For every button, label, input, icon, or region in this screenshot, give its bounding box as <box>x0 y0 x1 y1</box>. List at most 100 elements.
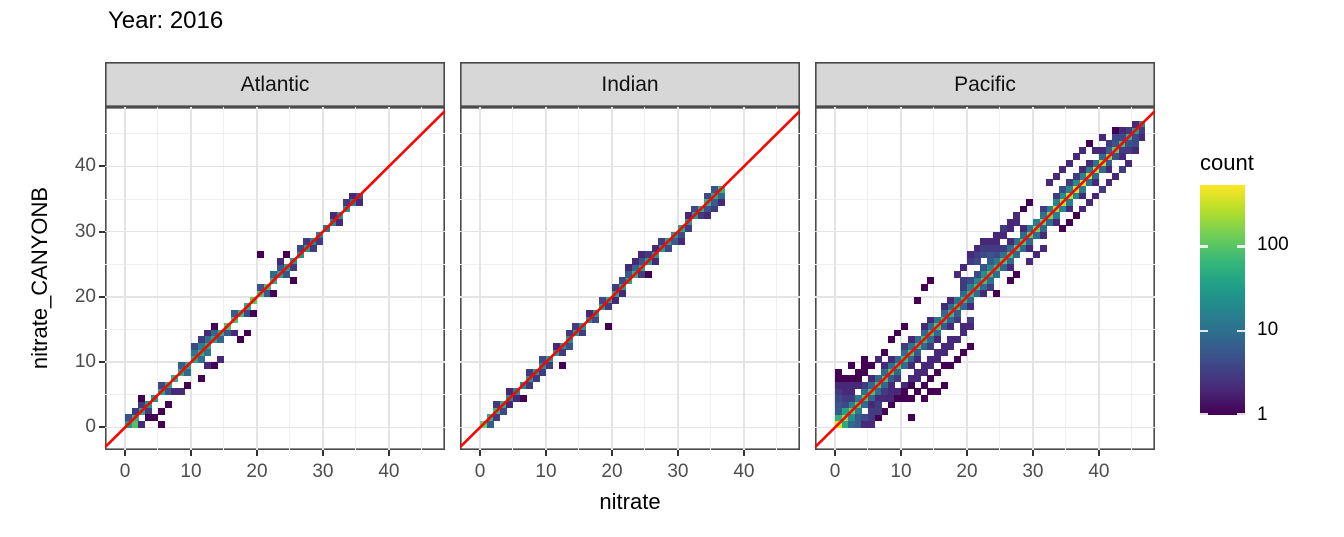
bin-tile <box>296 244 304 252</box>
bin-tile <box>559 362 567 370</box>
bin-tile <box>1059 185 1067 193</box>
grid-minor-h <box>460 198 800 200</box>
grid-minor-h <box>815 198 1155 200</box>
x-axis-tick <box>387 450 390 456</box>
bin-tile <box>966 303 974 311</box>
bin-tile <box>834 401 842 409</box>
bin-tile <box>638 257 646 265</box>
bin-tile <box>283 251 291 259</box>
x-tick-label: 30 <box>312 461 334 482</box>
bin-tile <box>1079 166 1087 174</box>
grid-major-v <box>322 107 324 450</box>
bin-tile <box>1092 192 1100 200</box>
bin-tile <box>710 205 718 213</box>
bin-tile <box>1052 172 1060 180</box>
x-axis-tick <box>189 450 192 456</box>
bin-tile <box>144 414 152 422</box>
bin-tile <box>907 394 915 402</box>
bin-tile <box>138 394 146 402</box>
x-axis-tick <box>742 450 745 456</box>
bin-tile <box>565 342 573 350</box>
bin-tile <box>973 257 981 265</box>
bin-tile <box>605 323 613 330</box>
bin-tile <box>276 257 284 265</box>
bin-tile <box>927 375 935 383</box>
bin-tile <box>1105 140 1113 148</box>
bin-tile <box>874 414 882 422</box>
bin-tile <box>1065 159 1073 167</box>
bin-tile <box>841 381 849 389</box>
legend-tick-mark <box>1200 412 1208 415</box>
bin-tile <box>184 381 192 389</box>
bin-tile <box>717 199 725 206</box>
y-tick-label: 0 <box>85 416 96 438</box>
bin-tile <box>960 277 968 285</box>
bin-tile <box>900 342 908 350</box>
bin-tile <box>539 368 547 376</box>
bin-tile <box>993 238 1001 246</box>
grid-minor-v <box>355 107 357 450</box>
bin-tile <box>960 264 968 272</box>
y-axis-tick <box>99 295 105 298</box>
bin-tile <box>960 349 968 357</box>
bin-tile <box>999 244 1007 252</box>
bin-tile <box>289 264 297 272</box>
bin-tile <box>1059 225 1067 233</box>
bin-tile <box>1006 225 1014 233</box>
bin-tile <box>920 394 928 402</box>
bin-tile <box>1092 146 1100 154</box>
bin-tile <box>638 251 646 259</box>
y-tick-label: 10 <box>74 351 96 373</box>
bin-tile <box>1039 205 1047 213</box>
facet-strip-label: Pacific <box>954 72 1016 96</box>
bin-tile <box>881 407 889 415</box>
x-axis-tick <box>478 450 481 456</box>
legend-tick-mark <box>1237 330 1245 333</box>
bin-tile <box>1026 199 1034 206</box>
bin-tile <box>342 199 350 206</box>
bin-tile <box>171 375 179 383</box>
bin-tile <box>1013 218 1021 226</box>
bin-tile <box>592 316 600 324</box>
bin-tile <box>559 349 567 357</box>
bin-tile <box>867 375 875 383</box>
bin-tile <box>848 388 856 396</box>
bin-tile <box>171 388 179 396</box>
grid-major-h <box>815 230 1155 233</box>
bin-tile <box>1079 205 1087 213</box>
grid-minor-h <box>460 133 800 135</box>
bin-tile <box>204 329 212 337</box>
bin-tile <box>124 414 132 422</box>
bin-tile <box>841 394 849 402</box>
grid-major-v <box>256 107 258 450</box>
bin-tile <box>841 401 849 409</box>
grid-minor-h <box>105 263 445 265</box>
bin-tile <box>993 251 1001 259</box>
bin-tile <box>217 336 225 344</box>
bin-tile <box>631 257 639 265</box>
bin-tile <box>611 296 619 304</box>
bin-tile <box>1039 231 1047 239</box>
bin-tile <box>907 375 915 383</box>
grid-minor-h <box>105 329 445 331</box>
bin-tile <box>947 342 955 350</box>
bin-tile <box>197 336 205 344</box>
x-tick-label: 20 <box>956 461 978 482</box>
legend-tick-mark <box>1237 412 1245 415</box>
bin-tile <box>874 355 882 363</box>
bin-tile <box>927 277 935 285</box>
bin-tile <box>1072 172 1080 180</box>
bin-tile <box>625 270 633 278</box>
bin-tile <box>933 368 941 376</box>
grid-major-h <box>460 230 800 233</box>
y-axis-tick <box>99 165 105 168</box>
bin-tile <box>933 349 941 357</box>
bin-tile <box>986 251 994 259</box>
bin-tile <box>947 362 955 370</box>
bin-tile <box>204 336 212 344</box>
bin-tile <box>342 205 350 213</box>
bin-tile <box>204 362 212 370</box>
grid-major-h <box>460 296 800 298</box>
bin-tile <box>874 407 882 415</box>
x-axis-tick <box>610 450 613 456</box>
